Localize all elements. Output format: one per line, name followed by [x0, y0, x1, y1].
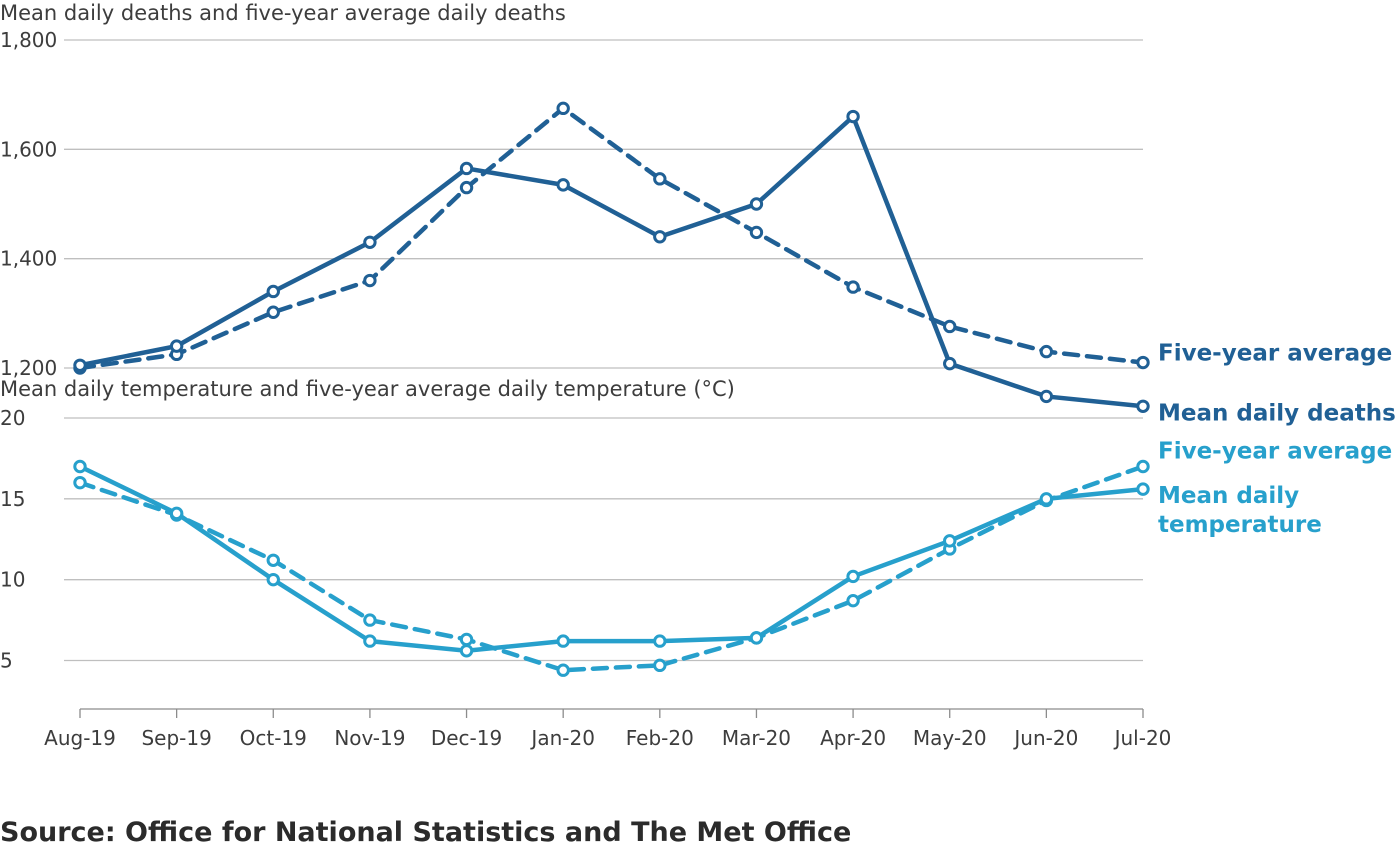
- mean-daily-point: [73, 358, 87, 372]
- mean-daily-point: [653, 230, 667, 244]
- five-year-average-point: [459, 180, 474, 195]
- x-tick-label: Jan-20: [529, 726, 595, 750]
- mean-daily-point: [1039, 389, 1054, 404]
- x-tick-label: Oct-19: [240, 726, 307, 750]
- five-year-average-point: [1136, 355, 1150, 370]
- y-tick-label: 1,200: [0, 356, 57, 380]
- five-year-average-point: [363, 273, 377, 288]
- y-tick-label: 1,400: [0, 247, 57, 271]
- x-axis: Aug-19 Sep-19 Oct-19 Nov-19 Dec-19 Jan-20 Feb-…: [44, 708, 1172, 750]
- mean-daily-point: [459, 161, 474, 176]
- y-tick-label: 5: [0, 649, 13, 673]
- x-tick-label: Feb-20: [626, 726, 694, 750]
- mean-daily-point: [749, 631, 764, 645]
- x-tick-label: Mar-20: [722, 726, 791, 750]
- five-year-average-point: [943, 319, 957, 334]
- temperature-panel-title: Mean daily temperature and five-year ave…: [0, 377, 735, 401]
- five-year-average-point: [749, 225, 764, 240]
- x-tick-label: Aug-19: [44, 726, 116, 750]
- five-year-average-point: [1136, 459, 1150, 474]
- mean-daily-point: [363, 235, 377, 249]
- mean-daily-point: [266, 572, 280, 587]
- mean-daily-point: [1136, 399, 1150, 413]
- x-tick-label: Dec-19: [431, 726, 502, 750]
- series-end-label: Mean daily temperature: [1158, 483, 1322, 538]
- five-year-average-point: [556, 101, 570, 116]
- five-year-average-point: [73, 475, 87, 490]
- x-tick-label: Nov-19: [334, 726, 405, 750]
- five-year-average-line: [77, 106, 1146, 371]
- mean-daily-point: [266, 284, 280, 299]
- five-year-average-line: [77, 464, 1146, 673]
- five-year-average-point: [846, 280, 860, 294]
- x-tick-label: May-20: [913, 726, 987, 750]
- mean-daily-line: [77, 114, 1146, 409]
- mean-daily-point: [73, 459, 87, 474]
- series-end-label: Mean daily deaths: [1158, 400, 1396, 426]
- mean-daily-point: [459, 644, 474, 658]
- x-tick-label: Sep-19: [141, 726, 211, 750]
- five-year-average-point: [266, 553, 280, 567]
- y-tick-label: 1,800: [0, 28, 57, 52]
- mean-daily-line: [77, 464, 1146, 654]
- deaths-panel-title: Mean daily deaths and five-year average …: [0, 1, 566, 25]
- five-year-average-point: [653, 658, 667, 673]
- mean-daily-point: [943, 356, 957, 371]
- mean-daily-point: [749, 197, 764, 211]
- five-year-average-point: [1039, 344, 1054, 359]
- mean-daily-point: [653, 634, 667, 648]
- series-end-label: Five-year average: [1158, 341, 1392, 367]
- mean-daily-point: [846, 569, 860, 584]
- mean-daily-point: [943, 534, 957, 548]
- x-tick-label: Jun-20: [1012, 726, 1078, 750]
- series-end-label: Five-year average: [1158, 439, 1392, 465]
- mean-daily-point: [846, 109, 860, 124]
- five-year-average-point: [846, 593, 860, 608]
- x-tick-label: Apr-20: [820, 726, 886, 750]
- five-year-average-point: [266, 305, 280, 319]
- y-tick-label: 20: [0, 406, 25, 430]
- mean-daily-point: [556, 634, 570, 648]
- mean-daily-point: [169, 506, 184, 521]
- five-year-average-point: [653, 172, 667, 186]
- x-tick-label: Jul-20: [1113, 726, 1172, 750]
- y-tick-label: 10: [0, 568, 25, 592]
- mean-daily-point: [556, 178, 570, 192]
- y-tick-label: 15: [0, 487, 25, 511]
- y-tick-label: 1,600: [0, 137, 57, 161]
- source-note: Source: Office for National Statistics a…: [0, 817, 851, 843]
- deaths-panel: Mean daily deaths and five-year average …: [0, 1, 1396, 426]
- mean-daily-point: [1136, 482, 1150, 496]
- five-year-average-point: [556, 663, 570, 677]
- five-year-average-point: [459, 632, 474, 647]
- mean-daily-point: [1039, 492, 1054, 506]
- mean-daily-point: [363, 634, 377, 648]
- mean-daily-point: [169, 339, 184, 353]
- temperature-panel: Mean daily temperature and five-year ave…: [0, 377, 1392, 677]
- five-year-average-point: [363, 613, 377, 627]
